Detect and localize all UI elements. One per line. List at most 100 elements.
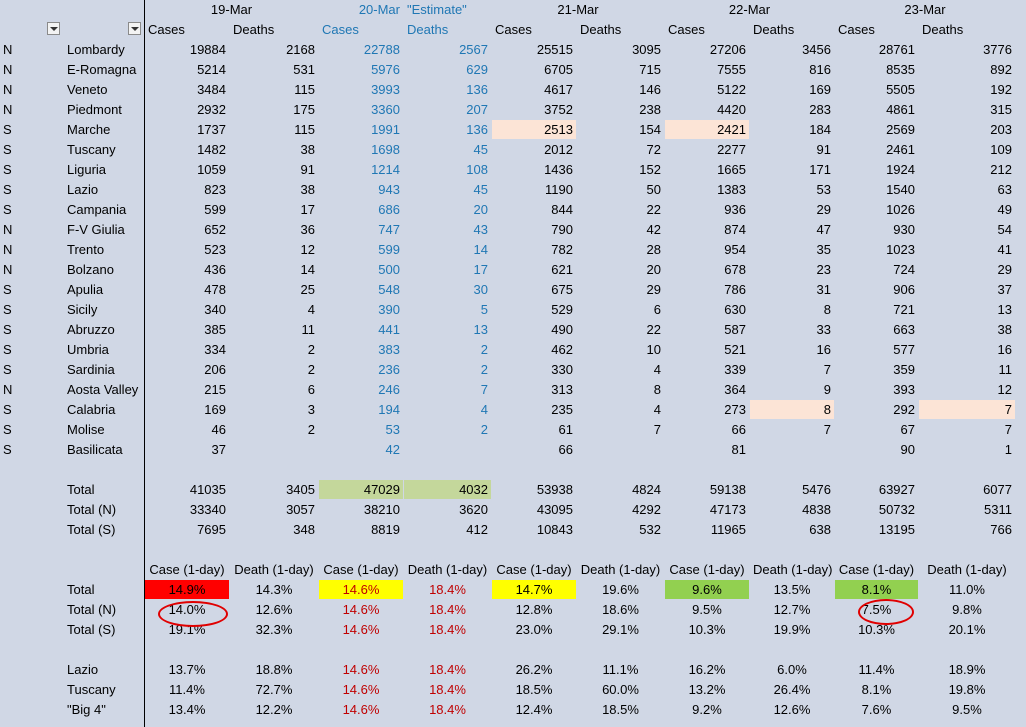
filter-dropdown-icon[interactable]: [47, 22, 60, 35]
data-cell[interactable]: 273: [665, 400, 750, 420]
data-cell[interactable]: 11: [919, 360, 1016, 380]
empty-cell[interactable]: [319, 460, 404, 480]
data-cell[interactable]: 390: [319, 300, 404, 320]
data-cell[interactable]: 3752: [492, 100, 577, 120]
data-cell[interactable]: 45: [404, 180, 492, 200]
data-cell[interactable]: 17: [404, 260, 492, 280]
data-cell[interactable]: 67: [835, 420, 919, 440]
data-cell[interactable]: 25: [230, 280, 319, 300]
zone-cell[interactable]: S: [0, 200, 64, 220]
data-cell[interactable]: 50: [577, 180, 665, 200]
data-cell[interactable]: 340: [145, 300, 230, 320]
data-cell[interactable]: 1665: [665, 160, 750, 180]
region-name[interactable]: Piedmont: [64, 100, 145, 120]
region-name[interactable]: Bolzano: [64, 260, 145, 280]
column-header[interactable]: Cases: [665, 20, 750, 40]
data-cell[interactable]: 2567: [404, 40, 492, 60]
empty-cell[interactable]: [750, 460, 835, 480]
data-cell[interactable]: 2012: [492, 140, 577, 160]
growth-cell[interactable]: 9.8%: [919, 600, 1016, 620]
data-cell[interactable]: 169: [145, 400, 230, 420]
date-header[interactable]: 21-Mar: [492, 0, 665, 20]
data-cell[interactable]: 19884: [145, 40, 230, 60]
total-label[interactable]: Total (S): [64, 520, 145, 540]
data-cell[interactable]: 2421: [665, 120, 750, 140]
total-cell[interactable]: 532: [577, 520, 665, 540]
data-cell[interactable]: 4617: [492, 80, 577, 100]
data-cell[interactable]: 27206: [665, 40, 750, 60]
total-cell[interactable]: 5476: [750, 480, 835, 500]
data-cell[interactable]: 61: [492, 420, 577, 440]
empty-cell[interactable]: [64, 460, 145, 480]
region-name[interactable]: F-V Giulia: [64, 220, 145, 240]
growth-cell[interactable]: 19.6%: [577, 580, 665, 600]
data-cell[interactable]: 599: [319, 240, 404, 260]
empty-cell[interactable]: [835, 540, 919, 560]
empty-cell[interactable]: [0, 460, 64, 480]
data-cell[interactable]: 207: [404, 100, 492, 120]
column-header[interactable]: Deaths: [230, 20, 319, 40]
zone-cell[interactable]: S: [0, 400, 64, 420]
empty-cell[interactable]: [145, 640, 230, 660]
data-cell[interactable]: 334: [145, 340, 230, 360]
empty-cell[interactable]: [319, 640, 404, 660]
data-cell[interactable]: 22788: [319, 40, 404, 60]
data-cell[interactable]: 747: [319, 220, 404, 240]
total-cell[interactable]: 11965: [665, 520, 750, 540]
growth-cell[interactable]: 9.6%: [665, 580, 750, 600]
zone-cell[interactable]: N: [0, 40, 64, 60]
growth-cell[interactable]: 18.6%: [577, 600, 665, 620]
data-cell[interactable]: 3484: [145, 80, 230, 100]
data-cell[interactable]: 892: [919, 60, 1016, 80]
growth-cell[interactable]: 19.9%: [750, 620, 835, 640]
empty-cell[interactable]: [0, 600, 64, 620]
data-cell[interactable]: 4: [577, 400, 665, 420]
data-cell[interactable]: 4: [404, 400, 492, 420]
data-cell[interactable]: 3095: [577, 40, 665, 60]
data-cell[interactable]: 20: [404, 200, 492, 220]
data-cell[interactable]: 7: [750, 360, 835, 380]
data-cell[interactable]: 364: [665, 380, 750, 400]
regional-growth-cell[interactable]: 14.6%: [319, 700, 404, 720]
empty-cell[interactable]: [577, 640, 665, 660]
data-cell[interactable]: 1924: [835, 160, 919, 180]
data-cell[interactable]: 194: [319, 400, 404, 420]
data-cell[interactable]: 874: [665, 220, 750, 240]
empty-cell[interactable]: [665, 640, 750, 660]
data-cell[interactable]: 2: [230, 360, 319, 380]
data-cell[interactable]: 35: [750, 240, 835, 260]
total-cell[interactable]: 63927: [835, 480, 919, 500]
data-cell[interactable]: 1698: [319, 140, 404, 160]
data-cell[interactable]: 46: [145, 420, 230, 440]
empty-cell[interactable]: [0, 500, 64, 520]
growth-header[interactable]: Death (1-day): [919, 560, 1016, 580]
region-name[interactable]: Tuscany: [64, 140, 145, 160]
data-cell[interactable]: 4861: [835, 100, 919, 120]
empty-cell[interactable]: [64, 540, 145, 560]
data-cell[interactable]: 1540: [835, 180, 919, 200]
empty-cell[interactable]: [404, 460, 492, 480]
data-cell[interactable]: 315: [919, 100, 1016, 120]
data-cell[interactable]: 236: [319, 360, 404, 380]
region-name[interactable]: Sardinia: [64, 360, 145, 380]
data-cell[interactable]: 109: [919, 140, 1016, 160]
regional-growth-cell[interactable]: 72.7%: [230, 680, 319, 700]
data-cell[interactable]: 943: [319, 180, 404, 200]
regional-growth-cell[interactable]: 16.2%: [665, 660, 750, 680]
region-name[interactable]: Lazio: [64, 180, 145, 200]
data-cell[interactable]: 108: [404, 160, 492, 180]
data-cell[interactable]: 490: [492, 320, 577, 340]
column-header[interactable]: Deaths: [919, 20, 1016, 40]
data-cell[interactable]: 9: [750, 380, 835, 400]
data-cell[interactable]: 1991: [319, 120, 404, 140]
regional-growth-cell[interactable]: 13.7%: [145, 660, 230, 680]
growth-cell[interactable]: 14.3%: [230, 580, 319, 600]
data-cell[interactable]: 782: [492, 240, 577, 260]
data-cell[interactable]: 393: [835, 380, 919, 400]
regional-growth-cell[interactable]: 9.2%: [665, 700, 750, 720]
growth-cell[interactable]: 18.4%: [404, 580, 492, 600]
growth-label[interactable]: Total (N): [64, 600, 145, 620]
data-cell[interactable]: 7: [919, 400, 1016, 420]
data-cell[interactable]: 1026: [835, 200, 919, 220]
data-cell[interactable]: 1190: [492, 180, 577, 200]
